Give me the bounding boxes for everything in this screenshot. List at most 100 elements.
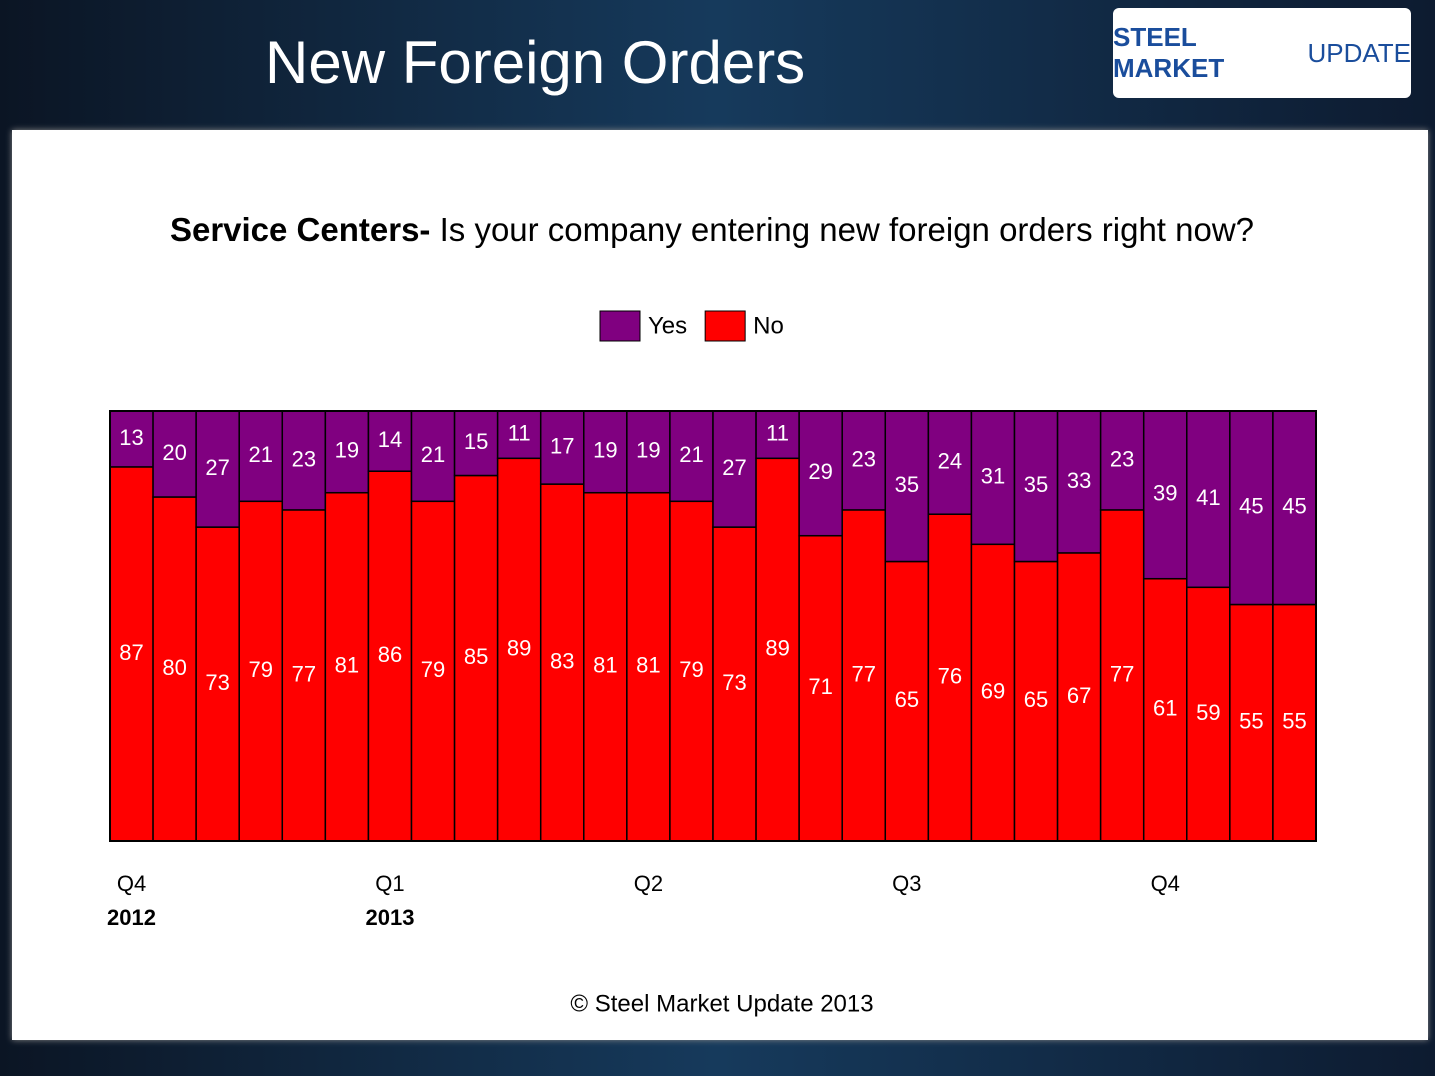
panel: Service Centers- Is your company enterin…: [12, 130, 1428, 1040]
data-label: 23: [292, 446, 316, 471]
data-label: 77: [292, 661, 316, 686]
bar-segment: [712, 526, 757, 842]
data-label: 11: [508, 420, 531, 445]
bar-segment: [281, 410, 327, 511]
data-label: 41: [1196, 485, 1220, 510]
data-label: 45: [1239, 494, 1263, 519]
data-label: 55: [1282, 709, 1306, 734]
data-label: 76: [938, 663, 962, 688]
data-label: 27: [205, 455, 229, 480]
data-label: 11: [766, 420, 789, 445]
title-lead: Service Centers-: [170, 211, 430, 248]
x-tick-year: 2012: [107, 905, 156, 930]
data-label: 20: [162, 440, 186, 465]
data-label: 13: [119, 425, 143, 450]
bar-segment: [669, 500, 714, 842]
bar-segment: [626, 491, 671, 842]
legend-label: No: [753, 312, 784, 339]
data-label: 23: [1110, 446, 1134, 471]
data-label: 83: [550, 648, 574, 673]
data-label: 65: [1024, 687, 1048, 712]
bar-segment: [324, 410, 370, 494]
bar-segment: [1229, 603, 1274, 842]
bar-segment: [496, 410, 542, 460]
data-label: 31: [981, 463, 1005, 488]
data-label: 14: [378, 427, 402, 452]
x-tick-label: Q3: [892, 871, 921, 896]
data-label: 87: [119, 640, 143, 665]
bar-segment: [798, 410, 843, 537]
data-label: 19: [593, 438, 617, 463]
data-label: 73: [205, 670, 229, 695]
x-tick-label: Q2: [634, 871, 663, 896]
bar-segment: [1272, 603, 1317, 842]
data-label: 15: [464, 429, 488, 454]
slide-title: New Foreign Orders: [265, 29, 806, 96]
data-label: 79: [421, 657, 445, 682]
bar-segment: [453, 410, 499, 477]
data-label: 79: [679, 657, 703, 682]
x-tick-label: Q4: [1151, 871, 1180, 896]
data-label: 81: [636, 653, 660, 678]
data-label: 35: [895, 472, 919, 497]
data-label: 80: [162, 655, 186, 680]
data-label: 55: [1239, 709, 1263, 734]
footer: © Steel Market Update 2013: [570, 990, 873, 1017]
data-label: 77: [852, 661, 876, 686]
data-label: 21: [421, 442, 445, 467]
data-label: 77: [1110, 661, 1134, 686]
data-label: 27: [722, 455, 746, 480]
data-label: 86: [378, 642, 402, 667]
x-tick-label: Q4: [117, 871, 146, 896]
bar-segment: [1099, 410, 1145, 511]
data-label: 19: [335, 438, 359, 463]
bar-segment: [841, 410, 887, 511]
data-label: 65: [895, 687, 919, 712]
logo-text: STEEL MARKET: [1113, 22, 1225, 83]
bar-segment: [496, 457, 542, 842]
bar-segment: [1142, 577, 1188, 842]
logo-text: UPDATE: [1307, 37, 1411, 68]
data-label: 21: [249, 442, 273, 467]
chart-title: Service Centers- Is your company enterin…: [170, 211, 1254, 248]
data-label: 23: [852, 446, 876, 471]
bar-segment: [970, 410, 1016, 546]
legend-swatch: [704, 310, 746, 342]
legend-swatch: [599, 310, 641, 342]
data-label: 67: [1067, 683, 1091, 708]
bar-segment: [195, 410, 240, 528]
bar-segment: [884, 410, 930, 563]
data-label: 71: [808, 674, 832, 699]
bar-segment: [1099, 509, 1145, 842]
bar-segment: [583, 491, 628, 842]
bar-segment: [109, 466, 154, 842]
data-label: 33: [1067, 468, 1091, 493]
bar-segment: [1056, 552, 1102, 842]
data-label: 73: [722, 670, 746, 695]
bar-segment: [109, 410, 154, 468]
x-tick-year: 2013: [365, 905, 414, 930]
bar-segment: [1229, 410, 1274, 606]
data-label: 21: [679, 442, 703, 467]
bar-segment: [669, 410, 714, 503]
data-label: 24: [938, 448, 962, 473]
data-label: 19: [636, 438, 660, 463]
data-label: 79: [249, 657, 273, 682]
plot-frame: [109, 410, 1317, 842]
data-label: 59: [1196, 700, 1220, 725]
data-label: 89: [507, 635, 531, 660]
data-label: 17: [550, 433, 574, 458]
title-text: Is your company entering new foreign ord…: [440, 211, 1254, 248]
data-label: 85: [464, 644, 488, 669]
bar-segment: [1142, 410, 1188, 580]
data-label: 69: [981, 678, 1005, 703]
data-label: 81: [593, 653, 617, 678]
data-label: 81: [335, 653, 359, 678]
bar-segment: [453, 474, 499, 842]
data-label: 35: [1024, 472, 1048, 497]
bar-segment: [238, 410, 284, 503]
data-label: 89: [765, 635, 789, 660]
legend-label: Yes: [648, 312, 687, 339]
chart: Service Centers- Is your company enterin…: [107, 211, 1317, 1017]
